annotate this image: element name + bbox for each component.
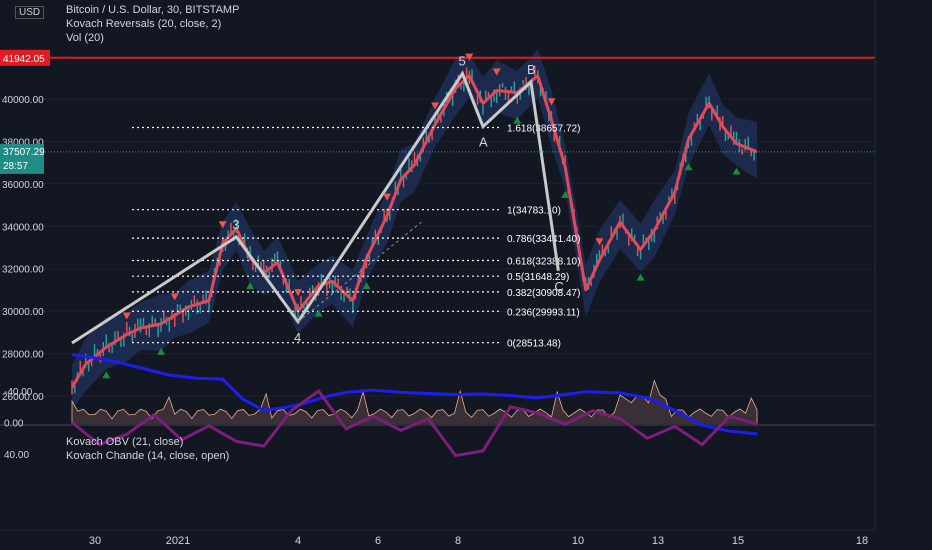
sell-reversal-marker: [294, 289, 303, 297]
time-tick-label: 18: [856, 535, 868, 547]
price-tick-label: 26000.00: [2, 392, 44, 403]
resistance-tag: [0, 49, 50, 66]
wave-label: B: [527, 62, 536, 77]
price-tick-label: 36000.00: [2, 180, 44, 191]
time-tick-label: 10: [572, 535, 584, 547]
indicator-kovach-obv[interactable]: Kovach OBV (21, close): [66, 436, 184, 448]
sell-reversal-marker: [431, 102, 440, 110]
time-tick-label: 13: [652, 535, 664, 547]
countdown-timer: 28:57: [3, 161, 28, 172]
buy-reversal-marker: [102, 371, 111, 379]
buy-reversal-marker: [732, 167, 741, 175]
volatility-band: [72, 49, 757, 410]
time-tick-label: 2021: [166, 535, 190, 547]
wave-label: 4: [294, 330, 301, 345]
chande-line: [71, 388, 758, 458]
time-tick-label: 4: [295, 535, 301, 547]
price-tick-label: 40000.00: [2, 95, 44, 106]
buy-reversal-marker: [684, 163, 693, 171]
time-tick-label: 30: [89, 535, 101, 547]
price-axis-bg: [875, 0, 932, 550]
currency-badge[interactable]: USD: [15, 6, 45, 19]
buy-reversal-marker: [362, 282, 371, 290]
fib-level-label: 0.618(32388.10): [507, 256, 580, 267]
last-price-value: 37507.29: [3, 147, 45, 158]
wave-channel-line: [297, 221, 422, 323]
volume-area: [71, 379, 758, 426]
fib-level-label: 0.5(31648.29): [507, 272, 569, 283]
wave-label: 5: [458, 54, 465, 69]
obv-line: [71, 353, 758, 436]
left-tick-label: -40.00: [4, 387, 33, 398]
time-tick-label: 6: [375, 535, 381, 547]
sell-reversal-marker: [595, 238, 604, 246]
sell-reversal-marker: [383, 193, 392, 201]
fib-level-label: 0.382(30908.47): [507, 288, 580, 299]
wave-label: 3: [232, 217, 239, 232]
time-tick-label: 8: [455, 535, 461, 547]
symbol-title[interactable]: Bitcoin / U.S. Dollar, 30, BITSTAMP: [66, 4, 240, 16]
fib-level-label: 0(28513.48): [507, 339, 561, 350]
sell-reversal-marker: [547, 98, 556, 106]
price-tick-label: 28000.00: [2, 350, 44, 361]
volume-panel: [71, 379, 758, 426]
fib-level-label: 1(34783.10): [507, 206, 561, 217]
buy-reversal-marker: [513, 116, 522, 124]
price-tick-label: 34000.00: [2, 222, 44, 233]
time-tick-label: 15: [732, 535, 744, 547]
left-tick-label: 40.00: [4, 450, 29, 461]
fib-level-label: 1.618(38657.72): [507, 123, 580, 134]
sell-reversal-marker: [465, 53, 474, 61]
buy-reversal-marker: [314, 309, 323, 317]
price-tick-label: 32000.00: [2, 265, 44, 276]
price-tick-label: 30000.00: [2, 307, 44, 318]
buy-reversal-marker: [246, 282, 255, 290]
indicator-kovach-reversals[interactable]: Kovach Reversals (20, close, 2): [66, 18, 222, 30]
resistance-value: 41942.05: [3, 54, 45, 65]
buy-reversal-marker: [561, 190, 570, 198]
moving-average-line: [70, 74, 758, 389]
fib-level-label: 0.236(29993.11): [507, 307, 580, 318]
indicator-kovach-chande[interactable]: Kovach Chande (14, close, open): [66, 450, 230, 462]
fib-level-label: 0.786(33441.40): [507, 234, 580, 245]
buy-reversal-marker: [636, 273, 645, 281]
sell-reversal-marker: [122, 312, 131, 320]
indicator-volume[interactable]: Vol (20): [66, 32, 104, 44]
wave-label: A: [479, 135, 488, 150]
price-tick-label: 38000.00: [2, 137, 44, 148]
wave-label: C: [554, 279, 563, 294]
time-axis[interactable]: 30 2021 4 6 8 10 13 15 18: [0, 529, 932, 547]
left-tick-label: 0.00: [4, 419, 24, 430]
elliott-wave-line: [71, 70, 560, 345]
sell-reversal-marker: [218, 221, 227, 229]
last-price-tag: [0, 143, 44, 174]
price-panel[interactable]: 1.618(38657.72) 1(34783.10) 0.786(33441.40…: [0, 49, 875, 410]
sell-reversal-marker: [170, 293, 179, 301]
buy-reversal-marker: [157, 347, 166, 355]
sell-reversal-marker: [492, 68, 501, 76]
